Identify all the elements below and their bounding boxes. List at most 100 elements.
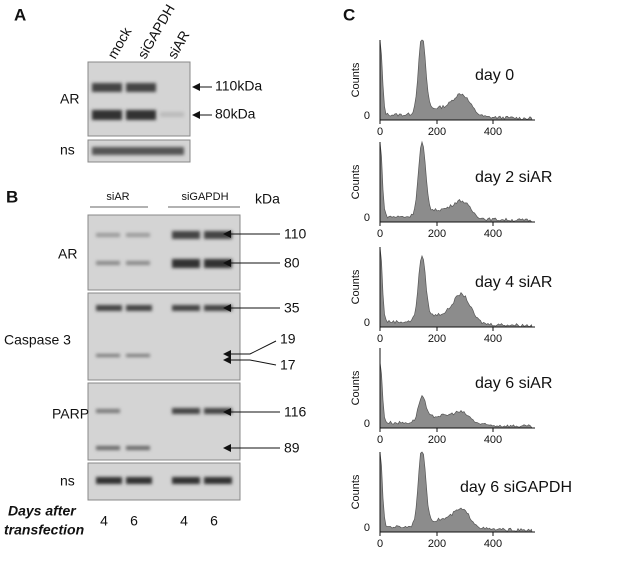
histogram bbox=[379, 246, 533, 328]
y-tick-label: 0 bbox=[364, 418, 370, 430]
row-label: PARP bbox=[52, 406, 89, 422]
band bbox=[172, 259, 200, 268]
band bbox=[160, 112, 184, 117]
band bbox=[126, 83, 156, 92]
y-axis-label: Counts bbox=[350, 370, 362, 405]
marker-label: 80 bbox=[284, 255, 300, 271]
blot bbox=[87, 61, 191, 137]
x-tick-label: 200 bbox=[428, 538, 446, 550]
band bbox=[126, 261, 150, 265]
band bbox=[172, 477, 200, 484]
band bbox=[204, 477, 232, 484]
band bbox=[126, 233, 150, 237]
group-label: siGAPDH bbox=[181, 191, 228, 203]
band bbox=[92, 110, 122, 120]
x-tick-label: 0 bbox=[377, 228, 383, 240]
day-label: 4 bbox=[100, 513, 108, 529]
x-tick-label: 200 bbox=[428, 228, 446, 240]
band bbox=[172, 408, 200, 414]
histogram bbox=[379, 362, 533, 429]
band bbox=[126, 477, 152, 484]
y-tick-label: 0 bbox=[364, 522, 370, 534]
plot-label: day 6 siAR bbox=[475, 375, 552, 392]
band bbox=[204, 231, 232, 239]
marker-label: 89 bbox=[284, 440, 300, 456]
unit-label: kDa bbox=[255, 191, 280, 207]
plot-label: day 6 siGAPDH bbox=[460, 479, 572, 496]
x-tick-label: 400 bbox=[484, 126, 502, 138]
band bbox=[126, 354, 150, 357]
plot-label: day 4 siAR bbox=[475, 274, 552, 291]
band bbox=[204, 259, 232, 268]
y-axis-label: Counts bbox=[350, 474, 362, 509]
band bbox=[126, 110, 156, 120]
panel-label: C bbox=[343, 5, 355, 24]
day-label: 6 bbox=[130, 513, 138, 529]
histogram bbox=[379, 140, 533, 223]
band bbox=[204, 408, 232, 414]
y-tick-label: 0 bbox=[364, 110, 370, 122]
band bbox=[96, 409, 120, 413]
band bbox=[96, 477, 122, 484]
x-tick-label: 0 bbox=[377, 333, 383, 345]
band bbox=[204, 305, 232, 311]
day-label: 6 bbox=[210, 513, 218, 529]
histogram bbox=[379, 451, 533, 533]
x-tick-label: 400 bbox=[484, 333, 502, 345]
marker-label: 35 bbox=[284, 300, 300, 316]
y-axis-label: Counts bbox=[350, 164, 362, 199]
band bbox=[172, 231, 200, 239]
band bbox=[96, 446, 120, 450]
group-label: siAR bbox=[106, 191, 129, 203]
histogram bbox=[379, 39, 533, 121]
plot-label: day 2 siAR bbox=[475, 169, 552, 186]
blot bbox=[87, 214, 241, 291]
x-tick-label: 400 bbox=[484, 228, 502, 240]
row-label: AR bbox=[60, 91, 79, 107]
x-tick-label: 200 bbox=[428, 434, 446, 446]
arrow bbox=[223, 356, 277, 366]
y-tick-label: 0 bbox=[364, 212, 370, 224]
y-axis-label: Counts bbox=[350, 62, 362, 97]
x-tick-label: 0 bbox=[377, 126, 383, 138]
panel-label: A bbox=[14, 5, 26, 24]
arrows bbox=[223, 230, 280, 452]
marker-label: 80kDa bbox=[215, 106, 256, 122]
band bbox=[126, 446, 150, 450]
x-tick-label: 200 bbox=[428, 126, 446, 138]
lane-label: siAR bbox=[164, 28, 193, 62]
marker-label: 110 bbox=[284, 226, 307, 242]
x-tick-label: 400 bbox=[484, 538, 502, 550]
panel-label: B bbox=[6, 187, 18, 206]
footer-label: Days after bbox=[8, 503, 77, 519]
band bbox=[96, 233, 120, 237]
x-tick-label: 0 bbox=[377, 434, 383, 446]
plot-label: day 0 bbox=[475, 67, 514, 84]
x-tick-label: 400 bbox=[484, 434, 502, 446]
band bbox=[126, 305, 152, 311]
x-tick-label: 200 bbox=[428, 333, 446, 345]
row-label: ns bbox=[60, 473, 75, 489]
day-label: 4 bbox=[180, 513, 188, 529]
marker-label: 19 bbox=[280, 331, 296, 347]
x-tick-label: 0 bbox=[377, 538, 383, 550]
arrow bbox=[223, 340, 277, 358]
marker-label: 17 bbox=[280, 357, 296, 373]
band bbox=[92, 147, 184, 155]
y-tick-label: 0 bbox=[364, 317, 370, 329]
row-label: ns bbox=[60, 142, 75, 158]
band bbox=[172, 305, 200, 311]
marker-label: 116 bbox=[284, 404, 307, 420]
lane-label: mock bbox=[104, 24, 135, 62]
marker-label: 110kDa bbox=[215, 78, 262, 94]
band bbox=[92, 83, 122, 92]
footer-label: transfection bbox=[4, 522, 84, 538]
row-label: Caspase 3 bbox=[4, 332, 71, 348]
band bbox=[96, 261, 120, 265]
band bbox=[96, 305, 122, 311]
row-label: AR bbox=[58, 246, 77, 262]
band bbox=[96, 354, 120, 357]
y-axis-label: Counts bbox=[350, 269, 362, 304]
